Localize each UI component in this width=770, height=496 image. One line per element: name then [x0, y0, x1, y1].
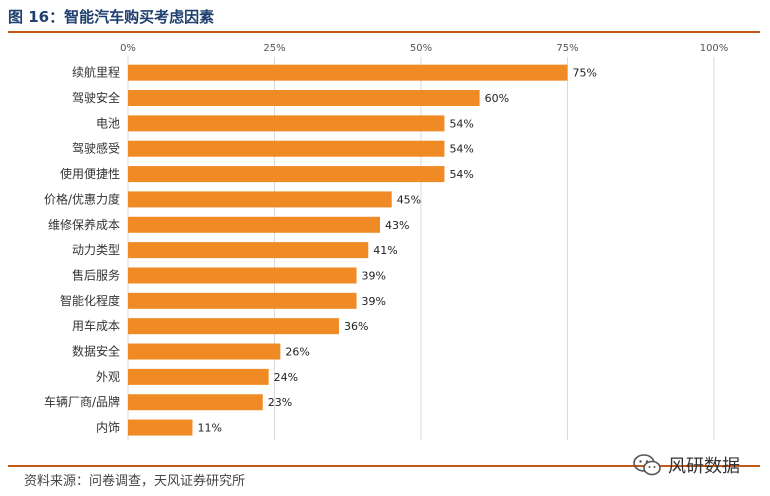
x-tick-label: 25%	[263, 43, 285, 54]
value-label: 43%	[385, 219, 409, 232]
category-label: 价格/优惠力度	[44, 191, 120, 206]
category-label: 驾驶感受	[72, 141, 120, 156]
bar	[128, 343, 281, 360]
value-label: 11%	[197, 422, 221, 435]
watermark-text: 风研数据	[668, 456, 740, 477]
category-label: 用车成本	[72, 318, 120, 333]
value-label: 60%	[485, 92, 509, 105]
bar	[128, 140, 445, 157]
watermark: 风研数据	[632, 452, 740, 478]
category-label: 外观	[96, 370, 120, 384]
value-label: 54%	[449, 168, 473, 181]
value-label: 39%	[362, 269, 386, 282]
category-label: 动力类型	[72, 243, 120, 257]
value-label: 54%	[449, 117, 473, 130]
category-label: 电池	[96, 116, 120, 130]
x-tick-label: 50%	[410, 43, 432, 54]
category-label: 维修保养成本	[48, 217, 120, 232]
category-label: 智能化程度	[60, 293, 120, 308]
bar	[128, 90, 480, 107]
category-label: 售后服务	[72, 267, 120, 282]
bar	[128, 115, 445, 132]
chart-title: 图 16：智能汽车购买考虑因素	[8, 8, 215, 26]
category-label: 车辆厂商/品牌	[44, 394, 120, 409]
bar	[128, 242, 369, 259]
category-label: 使用便捷性	[60, 166, 120, 181]
x-tick-label: 0%	[120, 43, 136, 54]
x-tick-label: 100%	[700, 43, 729, 54]
value-label: 45%	[397, 193, 421, 206]
value-label: 36%	[344, 320, 368, 333]
value-label: 54%	[449, 143, 473, 156]
bar	[128, 191, 392, 208]
category-label: 内饰	[96, 421, 120, 435]
category-label: 续航里程	[72, 65, 120, 80]
bar	[128, 419, 193, 436]
bar	[128, 216, 380, 233]
category-label: 数据安全	[72, 344, 120, 359]
value-label: 24%	[274, 371, 298, 384]
value-label: 23%	[268, 396, 292, 409]
title-divider	[8, 31, 760, 33]
bar	[128, 292, 357, 309]
bar	[128, 368, 269, 385]
value-label: 26%	[285, 346, 309, 359]
bar	[128, 166, 445, 183]
source-note: 资料来源：问卷调查，天风证券研究所	[24, 474, 246, 489]
bar	[128, 64, 568, 81]
x-tick-label: 75%	[556, 43, 578, 54]
bar	[128, 267, 357, 284]
category-label: 驾驶安全	[72, 90, 120, 105]
bar	[128, 318, 339, 335]
footer-divider	[8, 465, 760, 467]
wechat-icon	[633, 454, 661, 476]
bar	[128, 394, 263, 411]
value-label: 39%	[362, 295, 386, 308]
value-label: 75%	[573, 67, 597, 80]
value-label: 41%	[373, 244, 397, 257]
